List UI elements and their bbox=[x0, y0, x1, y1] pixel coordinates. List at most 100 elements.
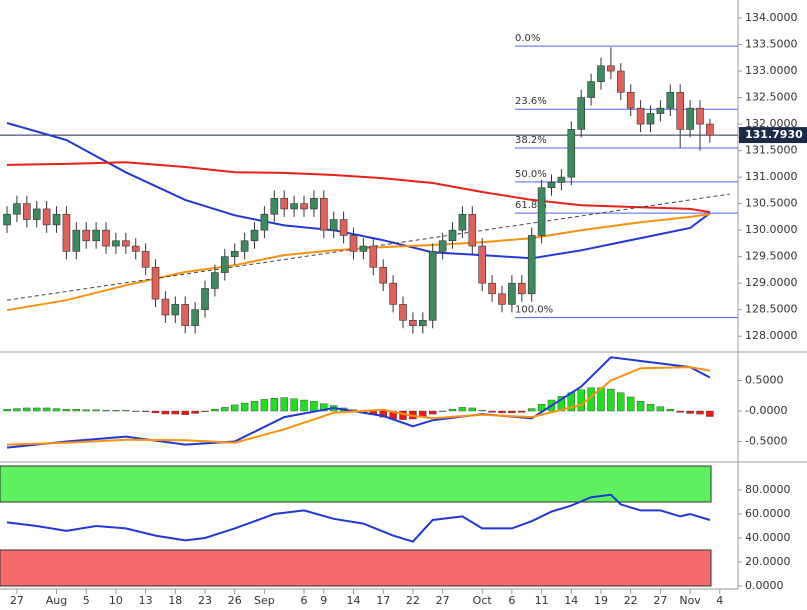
candle-body bbox=[498, 293, 506, 305]
macd-histogram-bar bbox=[3, 408, 11, 412]
macd-histogram-bar bbox=[23, 407, 31, 412]
x-tick-label: 22 bbox=[624, 594, 638, 607]
candle-body bbox=[211, 272, 219, 289]
macd-histogram-bar bbox=[13, 408, 21, 412]
x-tick-label: 27 bbox=[653, 594, 667, 607]
macd-histogram-bar bbox=[310, 401, 318, 412]
candle-body bbox=[102, 229, 110, 247]
macd-histogram-bar bbox=[122, 410, 130, 412]
macd-histogram-bar bbox=[636, 401, 645, 412]
y-tick-label: 131.0000 bbox=[745, 170, 798, 183]
candle-body bbox=[300, 203, 308, 210]
candle-body bbox=[567, 129, 576, 178]
candle-body bbox=[52, 213, 61, 226]
rsi-band bbox=[0, 549, 712, 587]
candle-body bbox=[389, 282, 397, 305]
macd-histogram-bar bbox=[161, 410, 170, 415]
candle-body bbox=[438, 240, 447, 252]
macd-histogram-bar bbox=[240, 402, 249, 412]
y-tick-label: 133.5000 bbox=[745, 38, 798, 51]
candle-body bbox=[448, 229, 457, 242]
candle-body bbox=[468, 213, 477, 247]
x-tick-label: Sep bbox=[254, 594, 275, 607]
candle-body bbox=[666, 91, 675, 109]
candle-body bbox=[597, 65, 605, 82]
x-tick-label: 23 bbox=[198, 594, 212, 607]
macd-histogram-bar bbox=[468, 407, 477, 412]
y-tick-label: 130.5000 bbox=[745, 197, 798, 210]
candle-body bbox=[686, 107, 694, 130]
candle-body bbox=[706, 123, 714, 136]
macd-histogram-bar bbox=[33, 407, 41, 412]
x-tick-label: 11 bbox=[535, 594, 549, 607]
macd-histogram-bar bbox=[221, 407, 229, 412]
candle-body bbox=[250, 229, 259, 242]
fib-label: 38.2% bbox=[515, 135, 547, 146]
macd-histogram-bar bbox=[656, 406, 665, 412]
macd-histogram-bar bbox=[527, 408, 536, 412]
candle-body bbox=[280, 198, 289, 210]
candle-body bbox=[181, 304, 190, 326]
macd-histogram-bar bbox=[666, 408, 674, 412]
macd-histogram-bar bbox=[171, 410, 180, 415]
y-tick-label: 130.0000 bbox=[745, 223, 798, 236]
y-tick-label: 128.5000 bbox=[745, 303, 798, 316]
y-tick-label: 134.0000 bbox=[745, 11, 798, 24]
x-tick-label: 19 bbox=[594, 594, 608, 607]
x-tick-label: 27 bbox=[10, 594, 24, 607]
macd-histogram-bar bbox=[458, 407, 467, 412]
candle-body bbox=[141, 251, 150, 268]
candle-body bbox=[508, 282, 516, 305]
macd-histogram-bar bbox=[191, 410, 199, 414]
fib-label: 100.0% bbox=[515, 305, 553, 316]
line-series bbox=[6, 193, 730, 301]
macd-histogram-bar bbox=[696, 410, 704, 415]
macd-histogram-bar bbox=[72, 408, 81, 412]
macd-histogram-bar bbox=[438, 410, 447, 412]
fib-label: 61.8% bbox=[515, 200, 547, 211]
candle-body bbox=[270, 198, 279, 215]
candle-body bbox=[32, 208, 41, 220]
macd-histogram-bar bbox=[112, 410, 120, 412]
macd-histogram-bar bbox=[607, 388, 615, 412]
candle-body bbox=[131, 245, 140, 252]
candle-body bbox=[290, 203, 298, 210]
candle-body bbox=[161, 298, 170, 316]
macd-histogram-bar bbox=[488, 410, 496, 413]
y-tick-label: 0.0000 bbox=[745, 579, 784, 592]
fib-label: 50.0% bbox=[515, 169, 547, 180]
y-tick-label: 133.0000 bbox=[745, 64, 798, 77]
candle-body bbox=[626, 91, 635, 109]
candle-body bbox=[399, 304, 407, 321]
x-tick-label: 6 bbox=[301, 594, 308, 607]
candle-body bbox=[62, 213, 71, 252]
y-tick-label: 20.0000 bbox=[745, 555, 791, 568]
macd-histogram-bar bbox=[429, 410, 437, 415]
macd-histogram-bar bbox=[577, 389, 585, 412]
candle-body bbox=[458, 213, 467, 231]
candle-body bbox=[616, 70, 625, 93]
x-tick-label: 26 bbox=[228, 594, 242, 607]
x-tick-label: 17 bbox=[376, 594, 390, 607]
macd-histogram-bar bbox=[706, 410, 714, 417]
candle-body bbox=[409, 320, 417, 326]
candle-body bbox=[656, 107, 665, 114]
y-tick-label: 40.0000 bbox=[745, 531, 791, 544]
x-tick-label: Oct bbox=[473, 594, 493, 607]
x-tick-label: 14 bbox=[347, 594, 361, 607]
candle-body bbox=[42, 208, 51, 226]
line-series bbox=[6, 493, 711, 543]
x-tick-label: 13 bbox=[139, 594, 153, 607]
candle-body bbox=[537, 187, 546, 236]
x-tick-label: 4 bbox=[716, 594, 723, 607]
candle-body bbox=[478, 245, 486, 284]
y-tick-label: 80.0000 bbox=[745, 483, 791, 496]
fib-label: 0.0% bbox=[515, 33, 540, 44]
macd-histogram-bar bbox=[211, 408, 219, 412]
macd-histogram-bar bbox=[102, 410, 110, 412]
macd-histogram-bar bbox=[508, 410, 516, 414]
x-tick-label: 22 bbox=[406, 594, 420, 607]
candle-body bbox=[359, 245, 368, 252]
macd-histogram-bar bbox=[62, 408, 71, 412]
